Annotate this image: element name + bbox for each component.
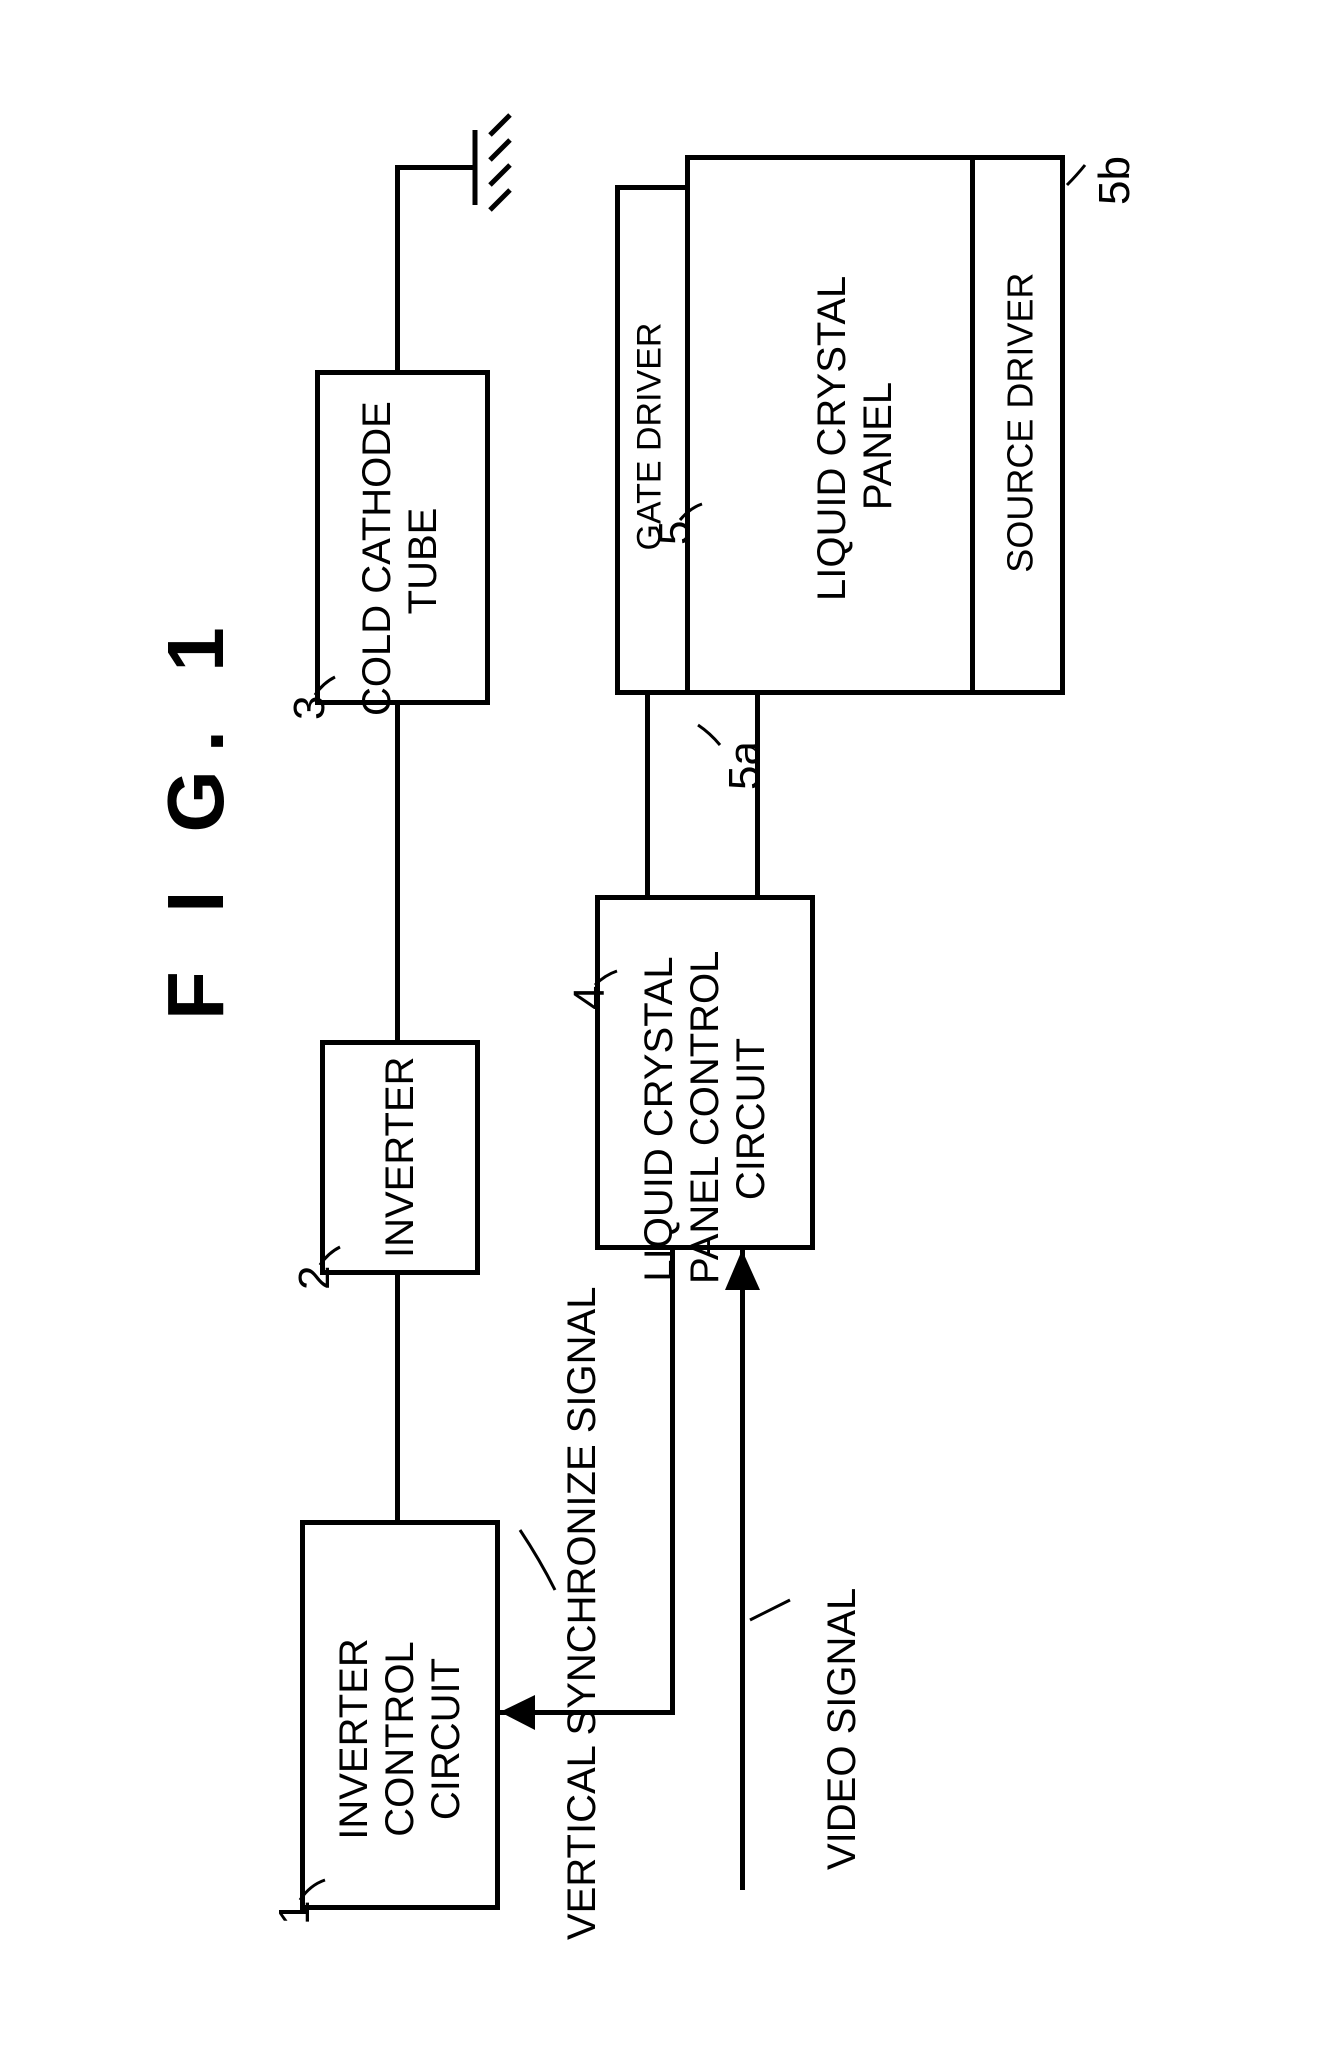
annot-vsync: VERTICAL SYNCHRONIZE SIGNAL — [560, 1287, 605, 1940]
lead-vsync — [520, 1530, 555, 1590]
label-lc-control: LIQUID CRYSTAL PANEL CONTROL CIRCUIT — [636, 954, 774, 1284]
ref-inverter-control: 1 — [270, 1901, 320, 1925]
ref-gate-driver: 5a — [720, 741, 770, 790]
label-lc-panel: LIQUID CRYSTAL PANEL — [809, 291, 901, 601]
label-inverter-control: INVERTER CONTROL CIRCUIT — [331, 1599, 469, 1879]
wire-3-up — [395, 165, 400, 370]
ref-cold-cathode: 3 — [285, 696, 335, 720]
wire-vsync-v — [670, 1250, 675, 1715]
lead-video — [750, 1600, 790, 1620]
ground-symbol — [475, 115, 510, 210]
wire-2-to-3 — [395, 705, 400, 1040]
ref-lc-panel: 5 — [650, 521, 700, 545]
wire-video — [740, 1250, 745, 1890]
annot-video: VIDEO SIGNAL — [820, 1588, 865, 1870]
ref-source-driver: 5b — [1090, 156, 1140, 205]
ref-lc-control: 4 — [565, 986, 615, 1010]
diagram-page: F I G. 1 INVERTER CONTROL CIRCUIT 1 INVE… — [0, 0, 1341, 2071]
label-source-driver: SOURCE DRIVER — [999, 273, 1040, 573]
lead-5a — [698, 725, 720, 745]
lead-5b — [1067, 165, 1085, 185]
wire-1-to-2 — [395, 1275, 400, 1520]
figure-title: F I G. 1 — [150, 609, 242, 1020]
label-inverter: INVERTER — [377, 1058, 423, 1258]
ref-inverter: 2 — [290, 1266, 340, 1290]
wire-3-right — [395, 165, 475, 170]
wire-4-to-5a — [645, 695, 650, 895]
label-cold-cathode: COLD CATHODE TUBE — [354, 406, 446, 716]
